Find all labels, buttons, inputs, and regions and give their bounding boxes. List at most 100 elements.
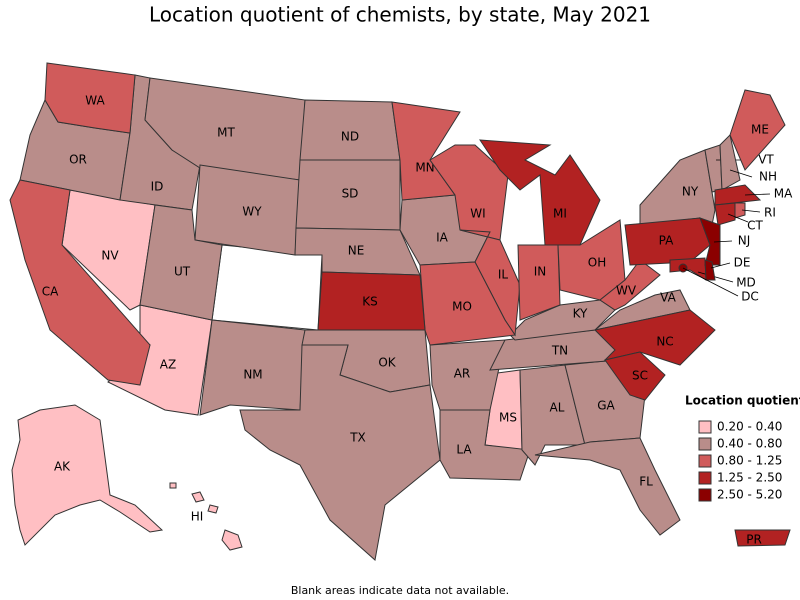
state-label: OR bbox=[69, 153, 87, 167]
state: SC bbox=[604, 351, 666, 401]
state: NM bbox=[199, 319, 306, 416]
state: MD bbox=[669, 257, 756, 290]
state: PA bbox=[624, 217, 711, 266]
state-shape bbox=[199, 319, 306, 416]
state-label: VA bbox=[660, 291, 676, 305]
state-shape bbox=[734, 529, 791, 547]
state-label: MO bbox=[452, 300, 472, 314]
state-label: ME bbox=[751, 123, 769, 137]
state-label: ND bbox=[341, 130, 359, 144]
legend-swatch bbox=[698, 420, 712, 434]
state-label: WV bbox=[616, 284, 637, 298]
state-label: AZ bbox=[160, 358, 176, 372]
legend-swatch bbox=[698, 454, 712, 468]
state: RI bbox=[734, 202, 776, 220]
state-shape bbox=[221, 529, 243, 551]
state: DC bbox=[678, 263, 759, 304]
state-label: FL bbox=[639, 475, 653, 489]
state-shape bbox=[479, 139, 601, 246]
state: SD bbox=[295, 159, 401, 231]
state-label: WI bbox=[470, 207, 485, 221]
state-shape bbox=[729, 89, 786, 171]
state-label: NM bbox=[243, 368, 262, 382]
state-shape bbox=[534, 437, 681, 536]
state-shape bbox=[704, 259, 716, 281]
state-shape bbox=[191, 491, 205, 503]
state-label: VT bbox=[758, 153, 774, 167]
state: AR bbox=[429, 339, 506, 411]
legend-title: Location quotient bbox=[685, 394, 800, 408]
state-label: CT bbox=[747, 219, 763, 233]
legend-label: 0.80 - 1.25 bbox=[717, 454, 782, 468]
state-label: SC bbox=[632, 369, 648, 383]
state: MI bbox=[479, 139, 601, 246]
state-label: ID bbox=[151, 180, 164, 194]
state-shape bbox=[439, 409, 531, 481]
state: VT bbox=[704, 144, 774, 193]
state-label: NC bbox=[656, 335, 673, 349]
legend-swatch bbox=[698, 437, 712, 451]
footnote: Blank areas indicate data not available. bbox=[291, 584, 509, 597]
state-label: KY bbox=[573, 307, 588, 321]
state-label: AK bbox=[54, 460, 71, 474]
state-label: MA bbox=[774, 187, 793, 201]
state-shape bbox=[669, 257, 707, 281]
state: MT bbox=[144, 77, 306, 181]
legend-label: 2.50 - 5.20 bbox=[717, 488, 782, 502]
legend-label: 0.40 - 0.80 bbox=[717, 437, 782, 451]
state-shape bbox=[44, 62, 136, 134]
state-shape bbox=[719, 134, 741, 191]
state-label: TN bbox=[551, 344, 568, 358]
state-label: TX bbox=[349, 431, 366, 445]
state-label: HI bbox=[191, 510, 204, 524]
state-label: NJ bbox=[738, 234, 751, 248]
state-label: WY bbox=[242, 205, 262, 219]
state-label: IN bbox=[534, 265, 547, 279]
state: WA bbox=[44, 62, 136, 134]
state-shape bbox=[317, 271, 426, 331]
state: NY bbox=[639, 149, 716, 226]
state: UT bbox=[139, 204, 223, 321]
state-label: AL bbox=[550, 401, 565, 415]
state-label: UT bbox=[174, 265, 191, 279]
legend-label: 1.25 - 2.50 bbox=[717, 471, 782, 485]
state-label: NY bbox=[682, 185, 699, 199]
state: HI bbox=[169, 482, 243, 551]
state: AK bbox=[11, 404, 164, 546]
state-shape bbox=[9, 179, 151, 386]
state: WY bbox=[194, 164, 301, 256]
state-shape bbox=[714, 202, 736, 226]
state-label: LA bbox=[456, 443, 472, 457]
state: KS bbox=[317, 271, 426, 331]
state-label: PA bbox=[659, 234, 674, 248]
state-label: OK bbox=[378, 356, 396, 370]
state-label: NH bbox=[759, 170, 777, 184]
state: CA bbox=[9, 179, 151, 386]
legend-swatch bbox=[698, 471, 712, 485]
state: DE bbox=[704, 256, 750, 281]
state-label: OH bbox=[588, 256, 606, 270]
state-label: IL bbox=[498, 268, 509, 282]
state-label: PR bbox=[746, 533, 762, 547]
state: PR bbox=[734, 529, 791, 547]
state-label: MI bbox=[553, 207, 567, 221]
state-shape bbox=[239, 344, 441, 561]
state: TX bbox=[239, 344, 441, 561]
state: LA bbox=[439, 409, 531, 481]
state-shape bbox=[624, 217, 711, 266]
state-label: NE bbox=[348, 244, 365, 258]
state: ME bbox=[729, 89, 786, 171]
state: MA bbox=[714, 184, 793, 206]
state-label: RI bbox=[764, 206, 776, 220]
state-shape bbox=[139, 204, 223, 321]
state-label: MT bbox=[217, 126, 235, 140]
state-label: SD bbox=[342, 187, 359, 201]
state-label: WA bbox=[85, 94, 105, 108]
state-shape bbox=[714, 184, 762, 206]
state-label: IA bbox=[436, 231, 449, 245]
state: NC bbox=[593, 309, 716, 366]
state-label: CA bbox=[42, 285, 59, 299]
state-label: DC bbox=[741, 290, 759, 304]
state: CT bbox=[714, 202, 764, 233]
